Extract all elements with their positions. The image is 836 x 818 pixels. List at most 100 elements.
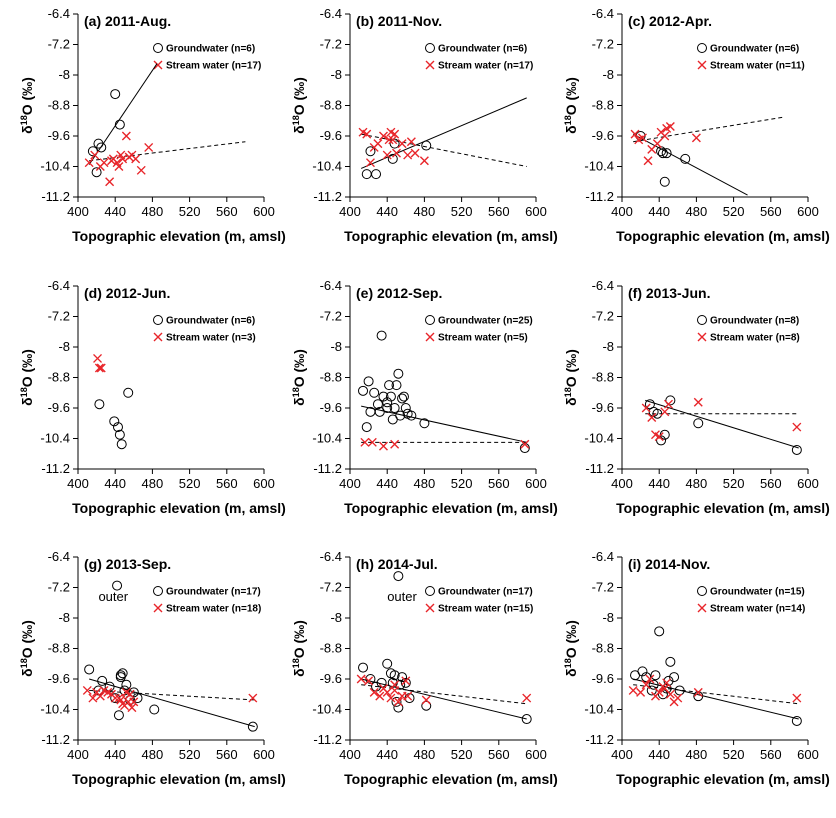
stream-water-point	[88, 693, 98, 703]
groundwater-point	[87, 146, 98, 157]
x-tick-label: 600	[797, 747, 819, 762]
stream-water-point	[693, 687, 703, 697]
groundwater-point	[128, 687, 139, 698]
groundwater-point	[384, 380, 395, 391]
y-tick-label: -8	[602, 67, 614, 82]
stream-water-point	[110, 693, 120, 703]
groundwater-point	[149, 704, 160, 715]
groundwater-point	[97, 675, 108, 686]
x-tick-label: 400	[339, 747, 361, 762]
stream-water-point	[660, 684, 670, 694]
y-tick-label: -7.2	[592, 309, 614, 324]
stream-water-point	[390, 439, 400, 449]
x-tick-label: 600	[253, 204, 275, 219]
y-tick-label: -6.4	[48, 549, 70, 564]
stream-water-point	[660, 407, 670, 417]
y-tick-label: -8.8	[592, 641, 614, 656]
x-tick-label: 480	[686, 476, 708, 491]
stream-water-point	[419, 156, 429, 166]
y-axis-title: δ18O (‰)	[563, 349, 579, 406]
x-tick-label: 520	[451, 476, 473, 491]
y-tick-label: -9.6	[592, 400, 614, 415]
y-tick-label: -9.6	[320, 128, 342, 143]
stream-water-point	[654, 687, 664, 697]
groundwater-point	[123, 387, 134, 398]
stream-water-point	[127, 703, 137, 713]
groundwater-point	[652, 408, 663, 419]
groundwater-point	[661, 148, 672, 159]
x-tick-label: 400	[67, 476, 89, 491]
groundwater-point	[376, 330, 387, 341]
legend-groundwater-marker	[697, 586, 707, 596]
groundwater-point	[657, 148, 668, 159]
groundwater-point	[650, 670, 661, 681]
x-tick-label: 440	[104, 476, 126, 491]
x-tick-label: 440	[376, 476, 398, 491]
y-axis-title-rest: O (‰)	[563, 620, 579, 658]
legend-stream-label: Stream water (n=18)	[166, 604, 261, 615]
groundwater-point	[387, 153, 398, 164]
y-tick-label: -8	[602, 339, 614, 354]
x-tick-label: 600	[253, 476, 275, 491]
legend-groundwater-label: Groundwater (n=6)	[166, 316, 255, 327]
legend-stream-marker	[425, 60, 435, 70]
x-axis-title: Topographic elevation (m, amsl)	[616, 228, 830, 244]
groundwater-point	[361, 422, 372, 433]
x-tick-label: 440	[104, 204, 126, 219]
stream-water-point	[664, 399, 673, 409]
stream-water-point	[520, 439, 530, 449]
stream-water-point	[362, 129, 372, 139]
groundwater-point	[641, 672, 652, 683]
x-tick-label: 560	[488, 747, 510, 762]
stream-water-point	[647, 413, 657, 423]
groundwater-point	[397, 393, 408, 404]
x-tick-label: 600	[253, 747, 275, 762]
x-tick-label: 560	[216, 476, 238, 491]
groundwater-point	[674, 685, 685, 696]
groundwater-point	[382, 397, 393, 408]
stream-water-point	[121, 131, 131, 141]
y-tick-label: -10.4	[40, 702, 70, 717]
groundwater-point	[680, 153, 691, 164]
legend-stream-label: Stream water (n=14)	[710, 604, 805, 615]
stream-water-point	[96, 363, 106, 373]
x-tick-label: 400	[67, 747, 89, 762]
x-tick-label: 520	[179, 476, 201, 491]
x-tick-label: 600	[797, 204, 819, 219]
legend-groundwater-marker	[153, 315, 163, 325]
legend-stream-marker	[425, 603, 435, 613]
y-axis-title-superscript: 18	[563, 115, 573, 125]
y-tick-label: -9.6	[320, 400, 342, 415]
y-tick-label: -8.8	[48, 370, 70, 385]
groundwater-point	[361, 169, 372, 180]
y-tick-label: -8	[330, 610, 342, 625]
stream-water-point	[792, 422, 802, 432]
groundwater-point	[109, 416, 120, 427]
groundwater-point	[385, 391, 396, 402]
groundwater-point	[365, 406, 376, 417]
groundwater-point	[637, 666, 648, 677]
stream-water-point	[367, 437, 377, 447]
stream-water-point	[94, 363, 104, 373]
groundwater-point	[112, 580, 123, 591]
stream-water-point	[390, 685, 400, 695]
x-tick-label: 560	[760, 747, 782, 762]
groundwater-point	[400, 403, 411, 413]
groundwater-point	[398, 391, 409, 402]
stream-water-point	[93, 353, 103, 363]
legend-groundwater-label: Groundwater (n=6)	[438, 44, 527, 55]
stream-water-point	[82, 685, 92, 695]
y-axis-title-rest: O (‰)	[19, 349, 35, 387]
y-tick-label: -7.2	[48, 37, 70, 52]
y-tick-label: -6.4	[592, 6, 614, 21]
x-axis-title: Topographic elevation (m, amsl)	[344, 500, 558, 516]
legend-groundwater-label: Groundwater (n=8)	[710, 316, 799, 327]
legend-stream-marker	[697, 603, 707, 613]
y-tick-label: -8.8	[592, 98, 614, 113]
y-tick-label: -8	[330, 67, 342, 82]
x-tick-label: 440	[376, 204, 398, 219]
y-axis-title-rest: O (‰)	[291, 620, 307, 658]
legend-stream-label: Stream water (n=8)	[710, 333, 800, 344]
legend-groundwater-label: Groundwater (n=6)	[166, 44, 255, 55]
